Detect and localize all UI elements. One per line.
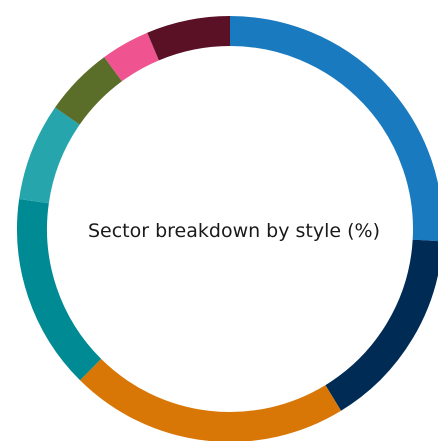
donut-slice-3 (80, 358, 342, 441)
donut-slice-5 (19, 107, 80, 204)
donut-slice-4 (17, 199, 102, 381)
donut-slice-8 (147, 16, 231, 61)
donut-slice-6 (55, 57, 123, 125)
donut-slice-2 (325, 239, 438, 411)
donut-slice-7 (104, 32, 160, 82)
donut-slice-1 (229, 16, 438, 242)
chart-title: Sector breakdown by style (%) (88, 220, 380, 242)
donut-slices (17, 16, 438, 441)
